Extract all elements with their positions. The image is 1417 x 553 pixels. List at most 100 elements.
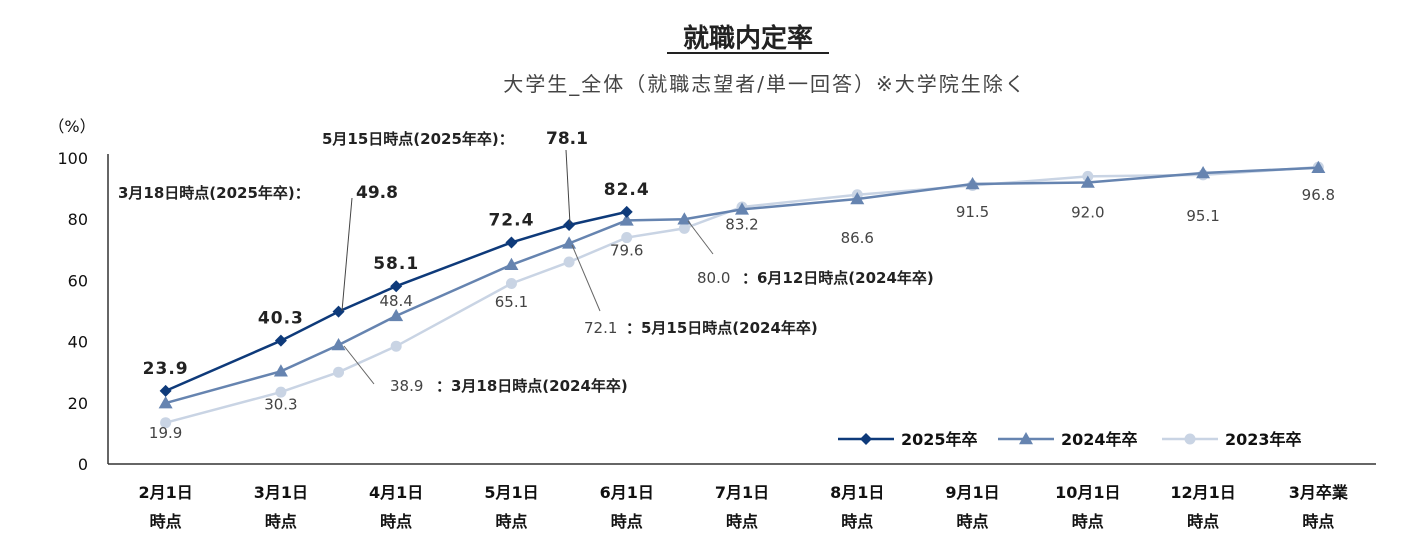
- data-label-2024: 30.3: [264, 395, 297, 413]
- annotation-2024-0612-value: 80.0: [697, 269, 730, 287]
- data-labels: 23.9 40.3 58.1 72.4 82.4 19.9 30.3 48.4 65.1 79.6…: [143, 180, 1335, 442]
- point-marker-triangle: [1019, 432, 1033, 445]
- y-tick-label: 80: [68, 210, 88, 229]
- x-tick-label: 10月1日: [1055, 483, 1120, 502]
- annotation-2024-0318-text: ：3月18日時点(2024年卒): [436, 377, 628, 395]
- data-label-2024: 95.1: [1186, 207, 1219, 225]
- leader-2024-0612: [687, 220, 714, 255]
- annotation-2024-0515-value: 72.1: [584, 319, 617, 337]
- data-label-2024: 96.8: [1302, 186, 1335, 204]
- leader-2025-0318: [341, 197, 353, 312]
- x-tick-label: 2月1日: [138, 483, 192, 502]
- series-line: [165, 165, 1319, 424]
- x-tick-label: 時点: [1187, 512, 1219, 531]
- x-tick-label: 時点: [957, 512, 989, 531]
- data-label-2024: 86.6: [841, 229, 874, 247]
- point-marker-triangle: [389, 308, 404, 322]
- annotation-2024-0318-value: 38.9: [390, 377, 423, 395]
- point-marker-triangle: [965, 177, 980, 190]
- point-marker-circle: [275, 386, 287, 398]
- annotation-2025-0515-text: 5月15日時点(2025年卒)：: [322, 130, 514, 148]
- series-2023年卒: [160, 161, 1324, 429]
- point-marker-diamond: [860, 433, 872, 445]
- point-marker-diamond: [390, 280, 403, 293]
- x-tick-label: 4月1日: [369, 483, 423, 502]
- y-axis-unit: （%）: [48, 117, 95, 136]
- point-marker-triangle: [158, 396, 173, 409]
- point-marker-circle: [505, 277, 517, 289]
- data-label-2025: 72.4: [488, 210, 534, 230]
- x-tick-label: 時点: [265, 512, 297, 531]
- point-marker-triangle: [1311, 160, 1326, 174]
- data-label-2024: 19.9: [149, 424, 182, 442]
- data-label-2025: 23.9: [143, 359, 189, 379]
- legend-label: 2025年卒: [901, 430, 978, 449]
- point-marker-circle: [390, 340, 402, 352]
- x-tick-label: 時点: [726, 512, 758, 531]
- x-tick-label: 時点: [611, 512, 643, 531]
- leader-2024-0318: [343, 345, 375, 385]
- data-label-2024: 48.4: [379, 292, 412, 310]
- x-tick-label: 時点: [495, 512, 527, 531]
- point-marker-diamond: [563, 219, 576, 232]
- y-tick-label: 60: [68, 271, 88, 290]
- point-marker-triangle: [735, 202, 749, 215]
- chart-title: 就職内定率: [683, 23, 813, 54]
- point-marker-triangle: [273, 364, 288, 377]
- x-tick-label: 時点: [380, 512, 412, 531]
- point-marker-circle: [333, 366, 345, 378]
- y-tick-label: 20: [68, 394, 88, 413]
- series: [158, 160, 1326, 429]
- data-label-2024: 79.6: [610, 241, 643, 259]
- series-2024年卒: [158, 160, 1326, 409]
- x-tick-label: 5月1日: [484, 483, 538, 502]
- x-tick-label: 時点: [841, 512, 873, 531]
- series-line: [165, 166, 1319, 405]
- point-marker-triangle: [331, 337, 346, 351]
- point-marker-triangle: [619, 213, 634, 226]
- x-tick-label: 6月1日: [600, 483, 654, 502]
- data-label-2024: 92.0: [1071, 203, 1104, 221]
- legend-label: 2024年卒: [1061, 430, 1138, 449]
- y-tick-label: 100: [57, 149, 88, 168]
- legend: 2025年卒 2024年卒 2023年卒: [838, 430, 1302, 449]
- annotations: 3月18日時点(2025年卒)： 49.8 5月15日時点(2025年卒)： 7…: [118, 129, 934, 395]
- series-2025年卒: [159, 205, 633, 397]
- annotation-2025-0318-text: 3月18日時点(2025年卒)：: [118, 184, 310, 202]
- point-marker-triangle: [850, 192, 865, 205]
- x-tick-label: 12月1日: [1170, 483, 1235, 502]
- legend-label: 2023年卒: [1225, 430, 1302, 449]
- leader-2025-0515: [565, 149, 571, 225]
- data-label-2024: 83.2: [725, 215, 758, 233]
- x-tick-label: 8月1日: [830, 483, 884, 502]
- x-tick-label: 7月1日: [715, 483, 769, 502]
- y-tick-label: 0: [78, 455, 88, 474]
- data-label-2024: 65.1: [495, 293, 528, 311]
- data-label-2024: 91.5: [956, 203, 989, 221]
- point-marker-circle: [1184, 433, 1196, 445]
- point-marker-circle: [621, 232, 633, 244]
- y-tick-label: 40: [68, 333, 88, 352]
- point-marker-diamond: [332, 305, 345, 318]
- point-marker-circle: [563, 256, 575, 268]
- point-marker-diamond: [159, 384, 172, 397]
- point-marker-triangle: [504, 257, 519, 271]
- point-marker-triangle: [1196, 165, 1211, 179]
- point-marker-circle: [678, 222, 690, 234]
- x-tick-label: 時点: [1302, 512, 1334, 531]
- x-tick-label: 時点: [150, 512, 182, 531]
- data-label-2025: 40.3: [258, 309, 304, 329]
- data-label-2025: 82.4: [604, 180, 650, 200]
- annotation-2025-0318-value: 49.8: [356, 183, 398, 203]
- annotation-2024-0515-text: ：5月15日時点(2024年卒): [626, 319, 818, 337]
- point-marker-circle: [160, 417, 172, 429]
- annotation-2025-0515-value: 78.1: [546, 129, 588, 149]
- point-marker-diamond: [505, 236, 518, 249]
- x-tick-label: 3月卒業: [1289, 483, 1349, 502]
- point-marker-triangle: [1080, 175, 1095, 188]
- point-marker-diamond: [620, 205, 633, 218]
- point-marker-diamond: [274, 334, 287, 347]
- x-tick-label: 3月1日: [254, 483, 308, 502]
- chart-subtitle: 大学生_全体（就職志望者/単一回答）※大学院生除く: [503, 72, 1027, 96]
